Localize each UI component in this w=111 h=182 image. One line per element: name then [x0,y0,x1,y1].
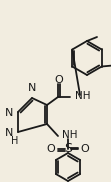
Text: O: O [81,144,89,154]
Text: N: N [28,83,36,93]
Text: NH: NH [75,91,90,101]
Text: O: O [55,75,63,85]
Text: N: N [5,128,13,138]
Text: O: O [47,144,55,154]
Text: S: S [64,143,72,155]
Text: H: H [11,136,19,146]
Text: N: N [5,108,13,118]
Text: NH: NH [62,130,77,140]
